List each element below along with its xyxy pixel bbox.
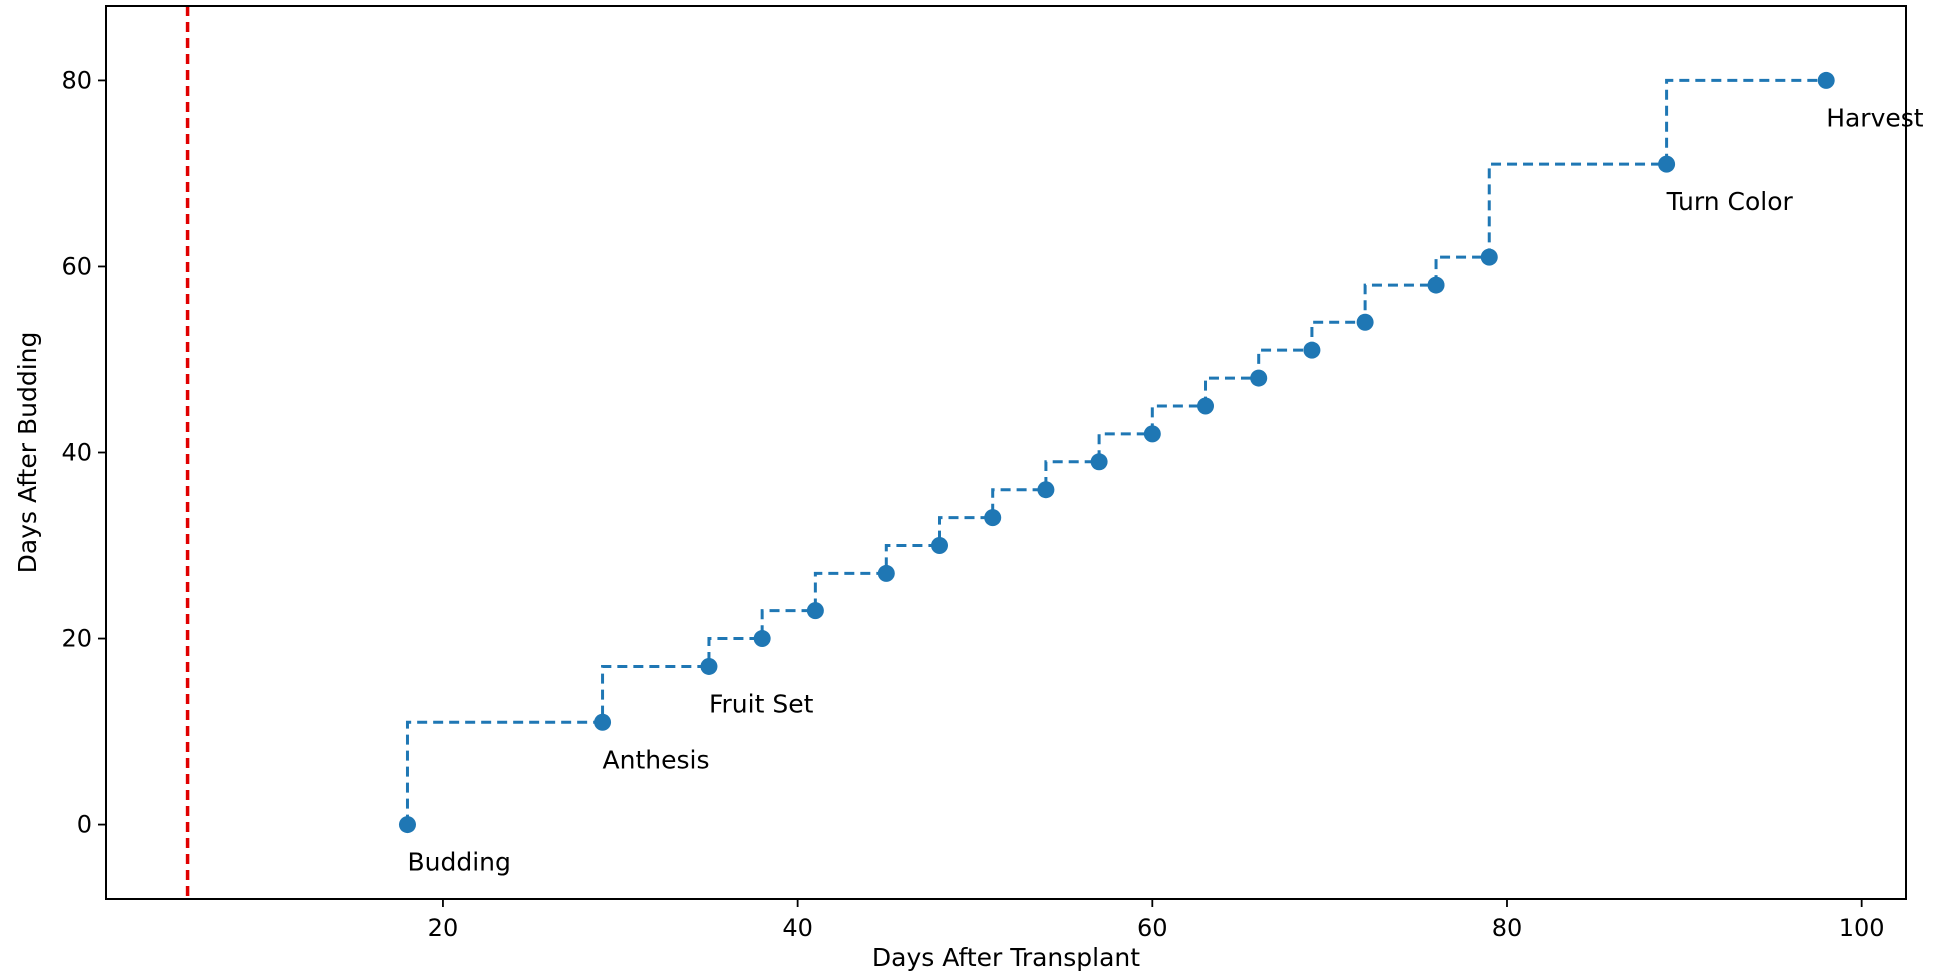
data-point: [1090, 453, 1108, 471]
data-point: [1658, 155, 1676, 173]
y-tick-label: 80: [61, 66, 92, 94]
annotation-label: Harvest: [1826, 103, 1924, 132]
data-point: [1250, 369, 1268, 387]
x-tick-label: 20: [428, 914, 459, 942]
data-point: [1356, 313, 1374, 331]
y-axis-label: Days After Budding: [13, 332, 42, 574]
x-axis: 20 40 60 80 100: [428, 899, 1885, 942]
x-tick-label: 80: [1492, 914, 1523, 942]
data-point: [594, 713, 612, 731]
plot-frame: [105, 5, 1907, 900]
y-tick-label: 0: [77, 811, 92, 839]
annotation-label: Fruit Set: [709, 689, 814, 718]
data-point: [398, 816, 416, 834]
annotation-label: Turn Color: [1666, 187, 1794, 216]
data-point: [930, 537, 948, 555]
data-point: [806, 602, 824, 620]
data-point: [1817, 71, 1835, 89]
y-axis: 0 20 40 60 80: [61, 66, 106, 839]
data-point: [1143, 425, 1161, 443]
x-tick-label: 100: [1839, 914, 1885, 942]
y-tick-label: 40: [61, 439, 92, 467]
y-tick-label: 60: [61, 252, 92, 280]
annotation-label: Anthesis: [603, 745, 710, 774]
x-tick-label: 60: [1137, 914, 1168, 942]
y-tick-label: 20: [61, 625, 92, 653]
data-point: [1303, 341, 1321, 359]
data-point: [700, 657, 718, 675]
data-point: [984, 509, 1002, 527]
data-point: [1427, 276, 1445, 294]
plot-area: Budding Anthesis Fruit Set Turn Color Harves…: [185, 6, 1924, 899]
annotation-label: Budding: [407, 848, 510, 877]
x-tick-label: 40: [782, 914, 813, 942]
x-axis-label: Days After Transplant: [872, 943, 1140, 972]
data-point: [1197, 397, 1215, 415]
data-point: [1037, 481, 1055, 499]
data-point: [877, 564, 895, 582]
data-point: [753, 630, 771, 648]
data-point: [1480, 248, 1498, 266]
